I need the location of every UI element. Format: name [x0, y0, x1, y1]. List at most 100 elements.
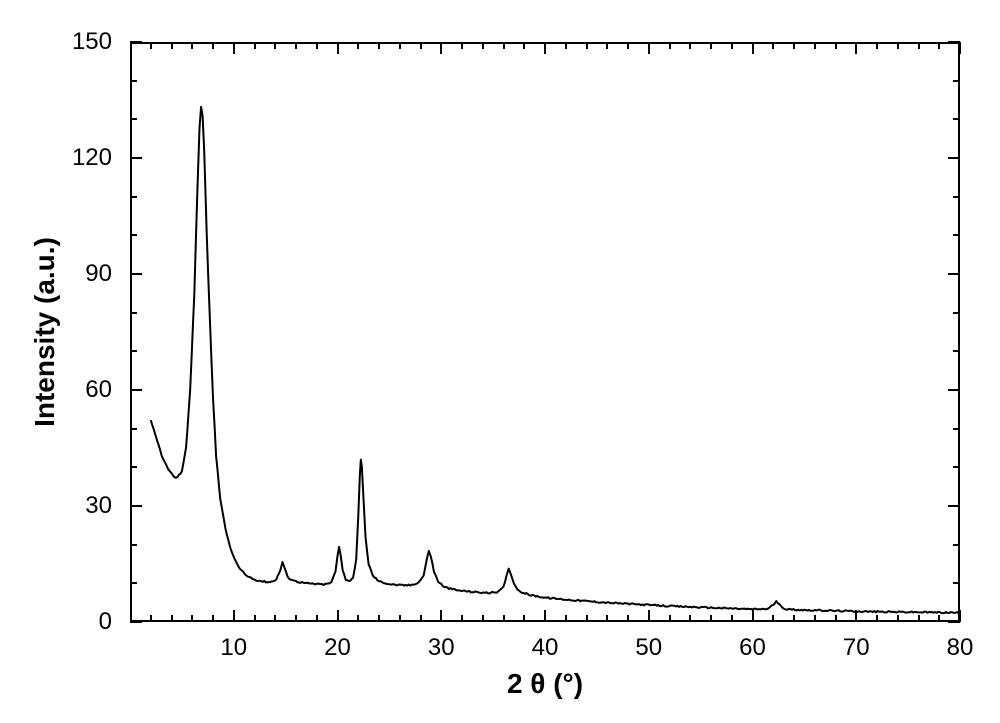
x-minor-tick — [212, 615, 214, 622]
y-minor-tick — [953, 428, 960, 430]
y-tick — [948, 157, 960, 159]
y-minor-tick — [130, 80, 137, 82]
x-minor-tick — [212, 42, 214, 49]
x-tick — [544, 42, 546, 54]
y-minor-tick — [953, 350, 960, 352]
y-tick-label: 0 — [42, 608, 112, 636]
x-minor-tick — [772, 615, 774, 622]
x-minor-tick — [772, 42, 774, 49]
x-minor-tick — [316, 42, 318, 49]
x-minor-tick — [191, 615, 193, 622]
x-minor-tick — [357, 615, 359, 622]
x-tick — [337, 42, 339, 54]
x-minor-tick — [150, 615, 152, 622]
y-tick — [948, 505, 960, 507]
x-minor-tick — [669, 42, 671, 49]
x-minor-tick — [835, 42, 837, 49]
x-tick-label: 20 — [324, 634, 351, 662]
x-minor-tick — [835, 615, 837, 622]
x-minor-tick — [295, 615, 297, 622]
x-minor-tick — [627, 42, 629, 49]
x-minor-tick — [171, 42, 173, 49]
x-minor-tick — [876, 42, 878, 49]
x-minor-tick — [461, 615, 463, 622]
y-minor-tick — [953, 544, 960, 546]
x-minor-tick — [669, 615, 671, 622]
y-minor-tick — [953, 466, 960, 468]
x-tick-label: 80 — [947, 634, 974, 662]
x-tick — [544, 610, 546, 622]
y-tick — [130, 389, 142, 391]
x-tick-label: 70 — [843, 634, 870, 662]
x-minor-tick — [523, 42, 525, 49]
x-minor-tick — [814, 615, 816, 622]
y-minor-tick — [953, 196, 960, 198]
x-tick — [959, 42, 961, 54]
x-tick — [648, 610, 650, 622]
x-minor-tick — [482, 615, 484, 622]
y-tick-label: 30 — [42, 492, 112, 520]
x-tick — [648, 42, 650, 54]
y-tick-label: 60 — [42, 376, 112, 404]
x-tick-label: 30 — [428, 634, 455, 662]
x-minor-tick — [918, 42, 920, 49]
x-minor-tick — [378, 615, 380, 622]
x-minor-tick — [938, 615, 940, 622]
x-minor-tick — [316, 615, 318, 622]
x-minor-tick — [918, 615, 920, 622]
y-tick — [948, 273, 960, 275]
x-tick — [233, 610, 235, 622]
x-minor-tick — [710, 42, 712, 49]
y-tick — [130, 505, 142, 507]
series-xrd-pattern — [151, 107, 960, 613]
y-tick — [130, 273, 142, 275]
x-minor-tick — [503, 615, 505, 622]
x-minor-tick — [876, 615, 878, 622]
x-tick — [337, 610, 339, 622]
x-minor-tick — [523, 615, 525, 622]
x-minor-tick — [586, 42, 588, 49]
x-minor-tick — [399, 42, 401, 49]
x-tick — [440, 42, 442, 54]
x-minor-tick — [274, 615, 276, 622]
x-minor-tick — [627, 615, 629, 622]
x-tick — [855, 610, 857, 622]
x-minor-tick — [482, 42, 484, 49]
y-minor-tick — [130, 544, 137, 546]
x-minor-tick — [378, 42, 380, 49]
x-minor-tick — [897, 615, 899, 622]
x-minor-tick — [191, 42, 193, 49]
x-minor-tick — [171, 615, 173, 622]
x-minor-tick — [814, 42, 816, 49]
x-minor-tick — [461, 42, 463, 49]
x-minor-tick — [731, 42, 733, 49]
y-tick-label: 120 — [42, 144, 112, 172]
x-tick — [440, 610, 442, 622]
y-minor-tick — [130, 428, 137, 430]
y-tick-label: 150 — [42, 28, 112, 56]
y-minor-tick — [953, 118, 960, 120]
y-minor-tick — [130, 350, 137, 352]
y-minor-tick — [953, 80, 960, 82]
x-minor-tick — [357, 42, 359, 49]
y-tick — [948, 389, 960, 391]
y-minor-tick — [130, 466, 137, 468]
x-tick-label: 10 — [220, 634, 247, 662]
y-minor-tick — [130, 234, 137, 236]
x-tick — [752, 610, 754, 622]
x-tick-label: 50 — [635, 634, 662, 662]
y-minor-tick — [953, 234, 960, 236]
x-minor-tick — [565, 42, 567, 49]
y-minor-tick — [130, 118, 137, 120]
y-tick-label: 90 — [42, 260, 112, 288]
x-minor-tick — [938, 42, 940, 49]
x-minor-tick — [606, 42, 608, 49]
x-tick — [959, 610, 961, 622]
x-minor-tick — [295, 42, 297, 49]
x-tick — [752, 42, 754, 54]
y-tick — [130, 621, 142, 623]
x-minor-tick — [689, 42, 691, 49]
x-minor-tick — [897, 42, 899, 49]
x-minor-tick — [150, 42, 152, 49]
x-tick-label: 60 — [739, 634, 766, 662]
